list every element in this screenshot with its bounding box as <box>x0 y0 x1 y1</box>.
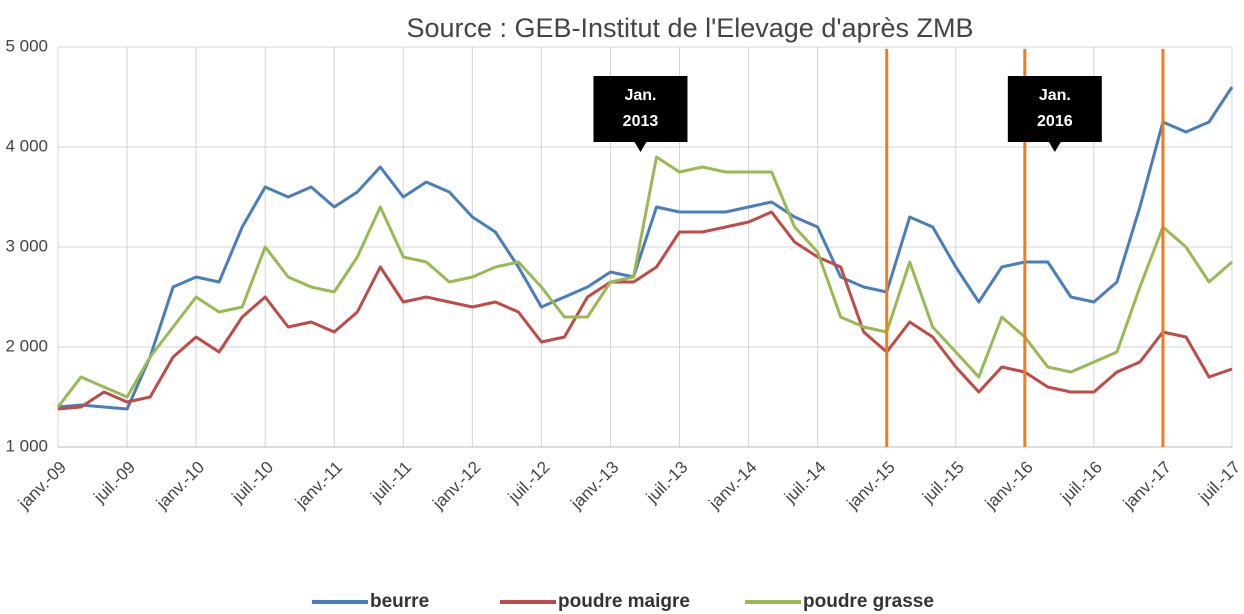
x-tick-label: juil.-16 <box>1056 458 1106 508</box>
annotation-text: 2016 <box>1037 113 1073 130</box>
x-tick-label: juil.-13 <box>642 458 692 508</box>
annotation-pointer <box>1048 142 1061 152</box>
annotation-box <box>1007 76 1102 142</box>
x-tick-label: janv.-15 <box>843 458 899 514</box>
y-tick-label: 4 000 <box>5 136 48 155</box>
x-tick-label: juil.-12 <box>504 458 554 508</box>
x-tick-label: janv.-09 <box>14 458 70 514</box>
series-line <box>56 155 1233 408</box>
x-tick-label: janv.-17 <box>1119 458 1175 514</box>
x-tick-label: juil.-10 <box>228 458 278 508</box>
series-line <box>57 86 1234 411</box>
x-tick-label: juil.-14 <box>780 458 830 508</box>
x-tick-label: janv.-10 <box>152 458 208 514</box>
x-tick-label: janv.-14 <box>705 458 761 514</box>
annotation-box <box>593 76 688 142</box>
legend-label: poudre maigre <box>558 591 690 612</box>
x-tick-label: juil.-09 <box>89 458 139 508</box>
y-tick-label: 2 000 <box>5 336 48 355</box>
legend-label: beurre <box>370 591 429 612</box>
y-tick-label: 5 000 <box>5 36 48 55</box>
x-tick-label: janv.-12 <box>428 458 484 514</box>
series-line <box>57 210 1233 411</box>
x-tick-label: juil.-11 <box>367 458 416 507</box>
x-tick-label: juil.-17 <box>1194 458 1244 508</box>
x-tick-label: janv.-11 <box>291 458 346 513</box>
annotation-pointer <box>634 142 647 152</box>
annotation-text: Jan. <box>1039 87 1071 104</box>
chart-title: Source : GEB-Institut de l'Elevage d'apr… <box>406 13 973 43</box>
y-tick-label: 3 000 <box>5 236 48 255</box>
annotation-text: 2013 <box>623 113 659 130</box>
legend-label: poudre grasse <box>803 591 934 612</box>
y-tick-label: 1 000 <box>5 436 48 455</box>
x-tick-label: juil.-15 <box>918 458 968 508</box>
annotation-text: Jan. <box>624 87 656 104</box>
x-tick-label: janv.-13 <box>566 458 622 514</box>
x-tick-label: janv.-16 <box>981 458 1037 514</box>
